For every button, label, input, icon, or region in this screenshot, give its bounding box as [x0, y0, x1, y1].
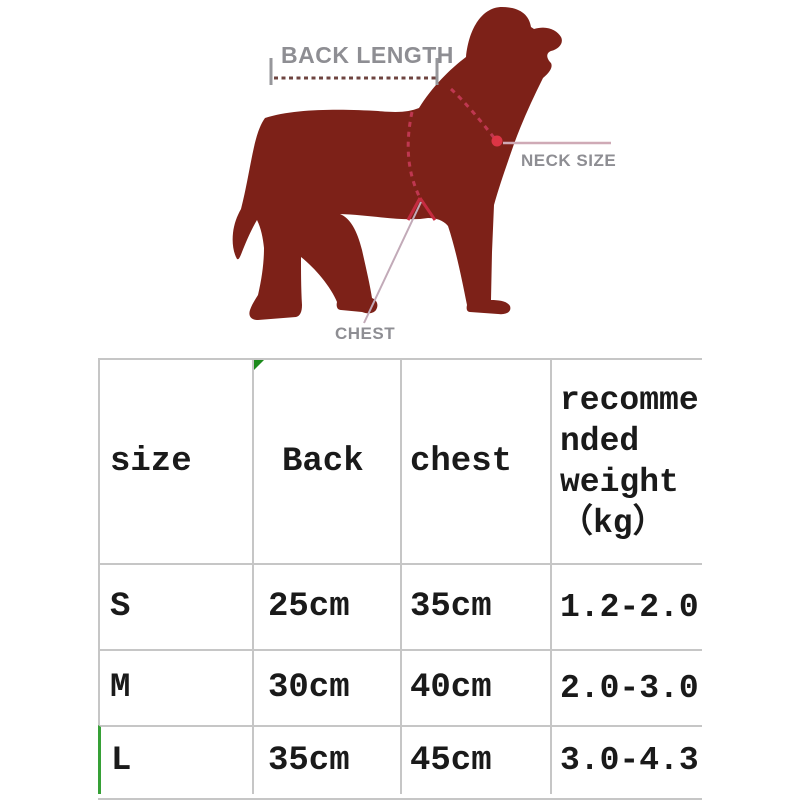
- header-back: Back: [252, 358, 400, 563]
- cell-text: 35cm: [410, 588, 492, 626]
- row-s-back: 25cm: [252, 563, 400, 649]
- row-s-weight: 1.2-2.0: [550, 563, 702, 649]
- header-weight: recomme nded weight （kg）: [550, 358, 702, 563]
- header-chest: chest: [400, 358, 550, 563]
- row-l-size: L: [98, 725, 252, 794]
- header-size-text: size: [110, 442, 192, 481]
- row-m-size: M: [98, 649, 252, 725]
- cell-text: 25cm: [268, 588, 350, 626]
- row-m-chest: 40cm: [400, 649, 550, 725]
- dog-measurement-diagram: BACK LENGTH NECK SIZE CHEST: [0, 0, 800, 358]
- cell-text: 35cm: [268, 741, 350, 780]
- row-m-weight: 2.0-3.0: [550, 649, 702, 725]
- neck-marker-dot: [491, 135, 503, 147]
- dog-silhouette: [232, 7, 562, 320]
- cell-text: 40cm: [410, 669, 492, 707]
- cell-text: 3.0-4.3: [560, 742, 699, 779]
- cell-text: 2.0-3.0: [560, 669, 699, 707]
- chest-pointer-line: [363, 201, 422, 324]
- row-l-back: 35cm: [252, 725, 400, 794]
- row-m-back: 30cm: [252, 649, 400, 725]
- header-weight-text: recomme nded weight （kg）: [560, 381, 699, 542]
- back-length-label: BACK LENGTH: [281, 42, 454, 68]
- header-chest-text: chest: [410, 442, 513, 481]
- cell-text: 1.2-2.0: [560, 588, 699, 626]
- cell-text: M: [110, 669, 131, 707]
- cell-text: S: [110, 588, 131, 626]
- chest-measure-dashes: [406, 111, 422, 199]
- cell-text: 30cm: [268, 669, 350, 707]
- row-l-weight: 3.0-4.3: [550, 725, 702, 794]
- chest-measure-arrow: [406, 197, 437, 221]
- row-s-size: S: [98, 563, 252, 649]
- row-s-chest: 35cm: [400, 563, 550, 649]
- header-size: size: [98, 358, 252, 563]
- dog-silhouette-illustration: [232, 7, 611, 324]
- header-back-text: Back: [282, 442, 364, 481]
- size-table: size Back chest recomme nded weight （kg）…: [98, 358, 702, 800]
- row-l-chest: 45cm: [400, 725, 550, 794]
- neck-size-label: NECK SIZE: [521, 151, 617, 170]
- cell-corner-marker: [254, 360, 264, 370]
- neck-measure-dashes: [449, 87, 497, 140]
- cell-text: L: [111, 741, 132, 780]
- cell-text: 45cm: [410, 741, 492, 780]
- chest-label: CHEST: [335, 324, 396, 343]
